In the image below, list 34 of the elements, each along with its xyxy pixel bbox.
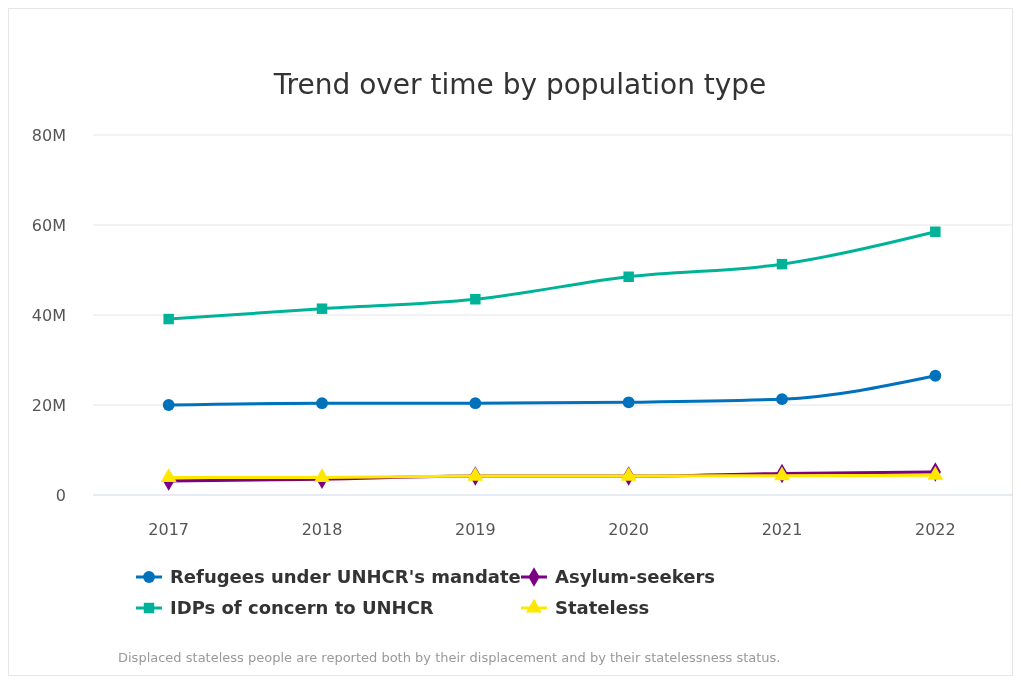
- y-tick-label: 20M: [31, 395, 66, 415]
- point: [316, 397, 328, 410]
- x-tick-label: 2019: [454, 519, 496, 539]
- y-tick-label: 0: [55, 485, 66, 505]
- chart-title: Trend over time by population type: [272, 68, 767, 101]
- point: [623, 271, 634, 282]
- text: Displaced stateless people are reported both by their displacement and by their statelessness status.: [118, 650, 781, 665]
- legend-label: IDPs of concern to UNHCR: [170, 597, 434, 619]
- point: [776, 393, 788, 406]
- point: [160, 468, 177, 483]
- legend-label: Refugees under UNHCR's mandate: [170, 566, 521, 588]
- legend-label: Asylum-seekers: [555, 566, 716, 588]
- point: [162, 399, 175, 411]
- x-tick-label: 2022: [914, 519, 956, 539]
- x-tick-label: 2020: [608, 519, 650, 539]
- point: [163, 313, 174, 325]
- x-tick-label: 2018: [301, 519, 343, 539]
- point: [467, 466, 484, 481]
- point: [930, 226, 941, 237]
- y-tick-label: 80M: [31, 125, 66, 145]
- y-tick-label: 40M: [31, 305, 66, 325]
- legend-label: Stateless: [555, 597, 650, 619]
- y-tick-label: 60M: [31, 215, 66, 235]
- point: [470, 294, 481, 305]
- x-tick-label: 2021: [761, 519, 803, 539]
- point: [620, 466, 637, 481]
- point: [316, 303, 328, 314]
- x-tick-label: 2017: [148, 519, 190, 539]
- point: [622, 396, 635, 409]
- point: [929, 369, 942, 382]
- point: [314, 468, 330, 483]
- point: [776, 258, 788, 270]
- point: [469, 397, 482, 410]
- point: [927, 466, 944, 480]
